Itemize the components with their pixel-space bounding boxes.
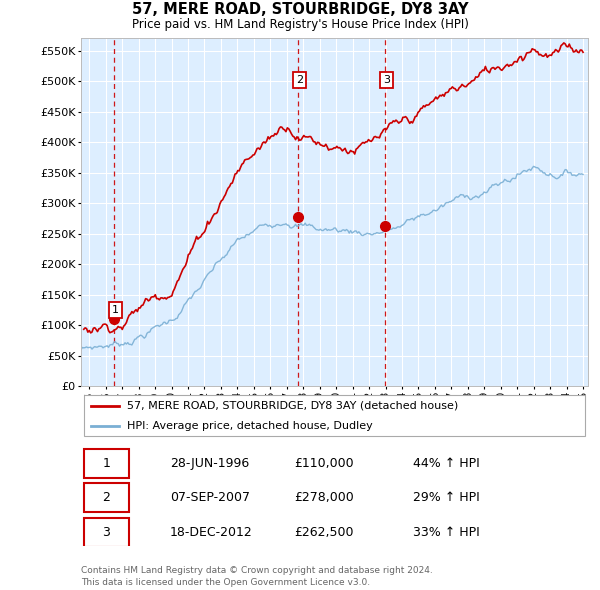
Bar <box>83 518 129 547</box>
Text: HPI: Average price, detached house, Dudley: HPI: Average price, detached house, Dudl… <box>127 421 373 431</box>
Text: 07-SEP-2007: 07-SEP-2007 <box>170 491 250 504</box>
Text: 1: 1 <box>103 457 110 470</box>
Text: £278,000: £278,000 <box>294 491 353 504</box>
Text: 2: 2 <box>296 75 303 85</box>
Text: 2: 2 <box>103 491 110 504</box>
Text: 18-DEC-2012: 18-DEC-2012 <box>170 526 253 539</box>
Text: 29% ↑ HPI: 29% ↑ HPI <box>413 491 480 504</box>
Text: 28-JUN-1996: 28-JUN-1996 <box>170 457 249 470</box>
Text: 33% ↑ HPI: 33% ↑ HPI <box>413 526 480 539</box>
Text: Contains HM Land Registry data © Crown copyright and database right 2024.
This d: Contains HM Land Registry data © Crown c… <box>81 566 433 587</box>
Bar <box>83 483 129 512</box>
Text: 1: 1 <box>112 305 119 315</box>
Bar <box>83 448 129 478</box>
Text: 3: 3 <box>103 526 110 539</box>
Text: £262,500: £262,500 <box>294 526 353 539</box>
Text: 44% ↑ HPI: 44% ↑ HPI <box>413 457 480 470</box>
Text: 57, MERE ROAD, STOURBRIDGE, DY8 3AY (detached house): 57, MERE ROAD, STOURBRIDGE, DY8 3AY (det… <box>127 401 458 411</box>
Text: Price paid vs. HM Land Registry's House Price Index (HPI): Price paid vs. HM Land Registry's House … <box>131 18 469 31</box>
Text: £110,000: £110,000 <box>294 457 353 470</box>
Text: 3: 3 <box>383 75 390 85</box>
Text: 57, MERE ROAD, STOURBRIDGE, DY8 3AY: 57, MERE ROAD, STOURBRIDGE, DY8 3AY <box>132 2 468 17</box>
